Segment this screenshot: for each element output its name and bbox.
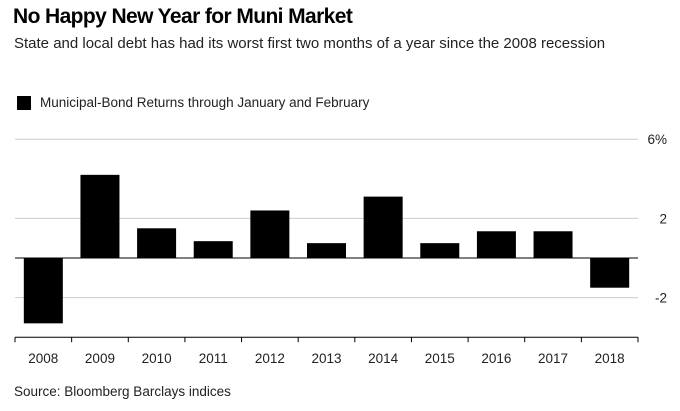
bar (137, 228, 177, 258)
legend-label: Municipal-Bond Returns through January a… (40, 95, 370, 110)
source-note: Source: Bloomberg Barclays indices (14, 384, 231, 399)
bar (193, 241, 233, 258)
x-tick-label: 2016 (481, 351, 511, 366)
x-tick-label: 2013 (311, 351, 341, 366)
bar (533, 231, 573, 258)
y-tick-label: 2 (659, 211, 667, 226)
bar (250, 210, 290, 258)
x-tick-label: 2018 (595, 351, 625, 366)
chart-subtitle: State and local debt has had its worst f… (14, 35, 606, 52)
x-tick-label: 2014 (368, 351, 399, 366)
bar (363, 196, 403, 258)
chart-title: No Happy New Year for Muni Market (13, 5, 353, 28)
x-tick-label: 2008 (28, 351, 58, 366)
x-tick-label: 2009 (85, 351, 115, 366)
y-tick-label: -2 (655, 291, 667, 306)
bar (590, 258, 630, 288)
bar (476, 231, 516, 258)
bar (80, 174, 120, 258)
bar (420, 243, 460, 258)
x-tick-label: 2012 (255, 351, 285, 366)
bar (307, 243, 346, 258)
legend-swatch (17, 95, 31, 110)
x-tick-label: 2015 (425, 351, 455, 366)
y-tick-label: 6% (647, 132, 667, 147)
x-tick-label: 2017 (538, 351, 568, 366)
legend: Municipal-Bond Returns through January a… (17, 95, 369, 110)
bar (23, 258, 63, 324)
x-tick-label: 2010 (142, 351, 172, 366)
x-tick-label: 2011 (199, 351, 228, 366)
